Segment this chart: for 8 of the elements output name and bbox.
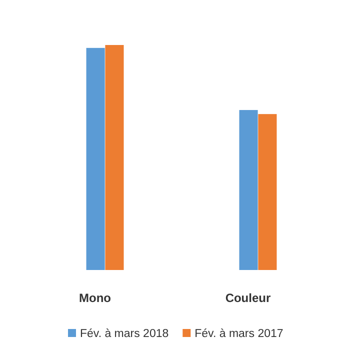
x-tick-label: Couleur [225,291,271,305]
legend-label: Fév. à mars 2017 [194,328,284,340]
legend-label: Fév. à mars 2018 [80,328,169,340]
bar [239,110,258,270]
bar [105,45,124,270]
bar [86,48,105,270]
bar [258,114,277,270]
x-tick-label: Mono [79,291,112,305]
